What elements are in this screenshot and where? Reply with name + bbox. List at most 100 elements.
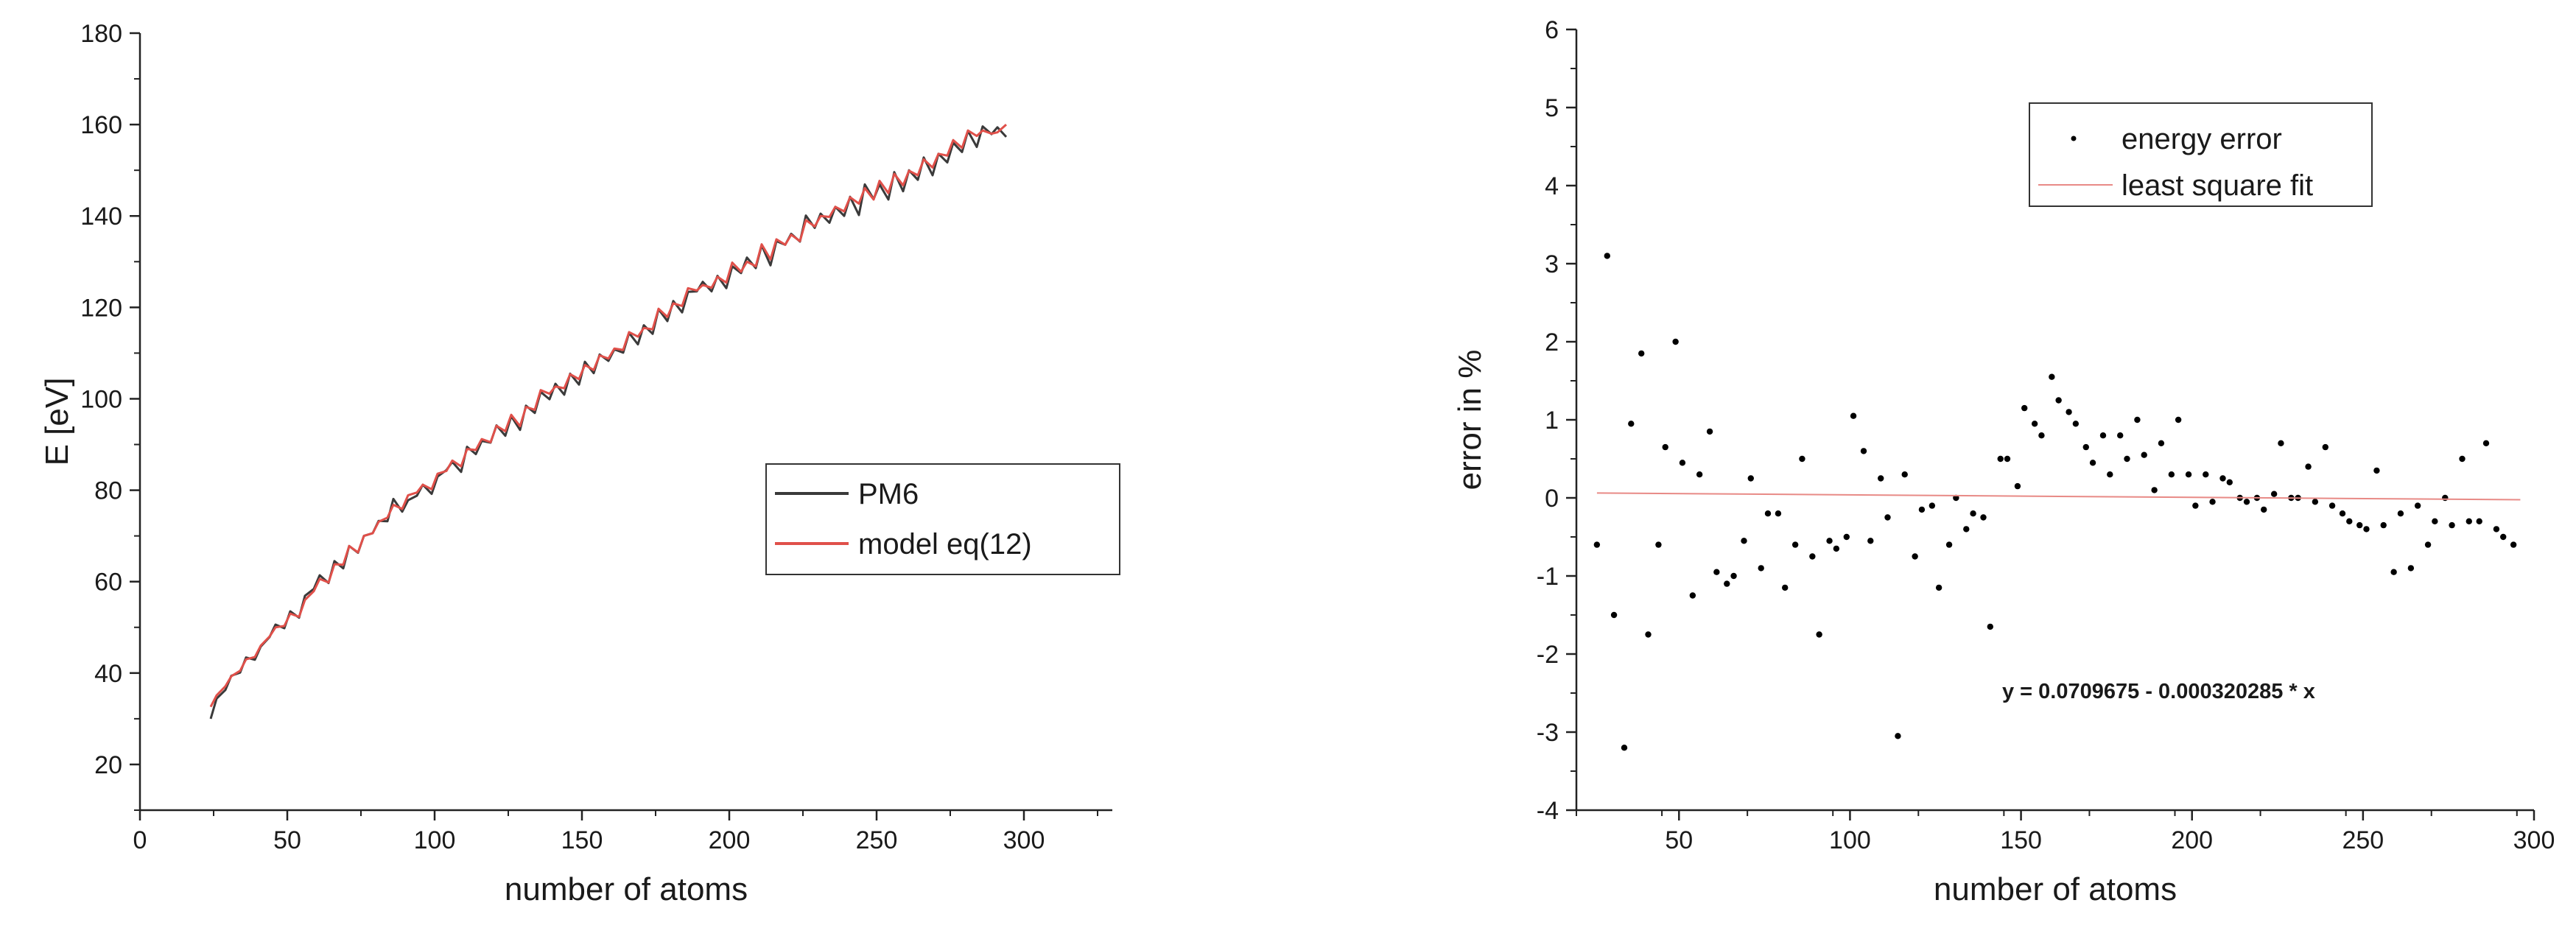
data-point [1809, 553, 1816, 560]
data-point [1878, 475, 1884, 482]
data-point [1775, 510, 1782, 517]
data-point [1758, 565, 1764, 572]
data-point [2476, 518, 2482, 524]
data-point [2192, 502, 2199, 509]
data-point [2442, 494, 2449, 502]
data-point [2278, 440, 2284, 446]
data-point [1672, 338, 1679, 345]
y-tick-label: 2 [1545, 328, 1559, 356]
data-point [2089, 460, 2096, 466]
data-point [1997, 455, 2004, 463]
y-tick-label: 160 [80, 111, 122, 139]
data-point [1860, 448, 1867, 454]
y-tick-label: -1 [1537, 563, 1559, 591]
data-point [2270, 491, 2278, 497]
data-point [1679, 460, 1686, 466]
data-point [2373, 467, 2380, 474]
data-point [2209, 499, 2216, 505]
data-point [1713, 569, 1720, 575]
data-point [2031, 421, 2038, 427]
data-point [1826, 538, 1833, 544]
data-point [1816, 631, 1822, 638]
data-point [1655, 541, 1662, 548]
x-tick-label: 100 [414, 826, 456, 854]
data-point [2466, 518, 2472, 524]
data-point [2380, 521, 2387, 529]
data-point [2168, 471, 2175, 478]
data-point [1987, 623, 1993, 630]
data-point [2510, 541, 2517, 548]
y-tick-label: 120 [80, 294, 122, 322]
left-axes [138, 33, 1112, 812]
left-tick-labels: 0 50 100 150 200 250 300 20 40 60 80 100 120 140 160 18… [80, 20, 1045, 854]
data-point [1782, 584, 1789, 591]
y-tick-label: 40 [94, 660, 122, 688]
x-tick-label: 300 [2513, 826, 2555, 854]
data-point [1843, 533, 1850, 541]
x-tick-label: 250 [2342, 826, 2384, 854]
y-tick-label: 0 [1545, 485, 1559, 513]
y-tick-label: 100 [80, 385, 122, 413]
y-tick-label: 140 [80, 203, 122, 231]
right-axes [1575, 29, 2534, 812]
data-point [2082, 443, 2089, 451]
data-point [1593, 541, 1601, 548]
data-point [1884, 514, 1891, 521]
y-tick-label: 80 [94, 477, 122, 505]
left-x-axis-title: number of atoms [505, 871, 748, 907]
data-point [2072, 421, 2080, 427]
data-point [2449, 521, 2455, 529]
data-point [1662, 443, 1668, 451]
right-legend-box [2029, 102, 2373, 207]
left-legend: PM6 model eq(12) [765, 463, 1120, 575]
data-point [1706, 428, 1713, 435]
data-point [2407, 565, 2415, 572]
y-tick-label: -4 [1537, 797, 1559, 825]
data-point [2203, 471, 2209, 478]
data-point [2055, 397, 2062, 404]
data-point [1764, 510, 1772, 517]
data-point [1799, 455, 1805, 463]
data-point [1963, 526, 1970, 532]
data-point [1918, 506, 1926, 513]
data-point [1833, 545, 1840, 552]
data-point [1628, 421, 1635, 427]
right-legend: energy error least square fit [2029, 102, 2373, 207]
data-point [2424, 541, 2432, 548]
data-point [1935, 584, 1942, 591]
x-tick-label: 100 [1829, 826, 1871, 854]
data-point [1724, 580, 1730, 587]
x-tick-label: 150 [561, 826, 603, 854]
data-point [1747, 475, 1754, 482]
data-point [2328, 502, 2336, 509]
data-point [2175, 416, 2182, 423]
data-point [2038, 432, 2045, 439]
series-line-a [209, 125, 1008, 720]
y-tick-label: 4 [1545, 172, 1559, 200]
right-tick-labels: 50 100 150 200 250 300 -4 -3 -2 -1 0 1 2 3 4 5 6 [1537, 16, 2555, 854]
data-point [2004, 455, 2011, 463]
data-point [1741, 538, 1747, 544]
data-point [2305, 463, 2312, 470]
x-tick-label: 50 [1665, 826, 1693, 854]
chart-energy-vs-atoms: 0 50 100 150 200 250 300 20 40 60 80 100 120 140 160 18… [39, 20, 1120, 907]
data-point [2346, 518, 2353, 524]
data-point [2432, 518, 2438, 524]
x-tick-label: 0 [133, 826, 147, 854]
legend-label-model: model eq(12) [858, 528, 1032, 560]
y-tick-label: 1 [1545, 407, 1559, 435]
legend-label-energy-error: energy error [2121, 123, 2282, 155]
data-point [2021, 404, 2028, 412]
data-point [2158, 440, 2165, 446]
chart-error-vs-atoms: 50 100 150 200 250 300 -4 -3 -2 -1 0 1 2 3 4 5 6 number … [1452, 16, 2555, 907]
legend-label-pm6: PM6 [858, 478, 919, 510]
data-point [1604, 253, 1610, 259]
y-tick-label: 60 [94, 569, 122, 597]
right-x-axis-title: number of atoms [1934, 871, 2177, 907]
data-point [2397, 510, 2404, 517]
data-point [1912, 553, 1918, 560]
right-tick-marks [1566, 28, 2535, 820]
data-point [1850, 412, 1857, 419]
data-point [1610, 611, 1618, 619]
right-y-axis-title: error in % [1452, 350, 1488, 491]
